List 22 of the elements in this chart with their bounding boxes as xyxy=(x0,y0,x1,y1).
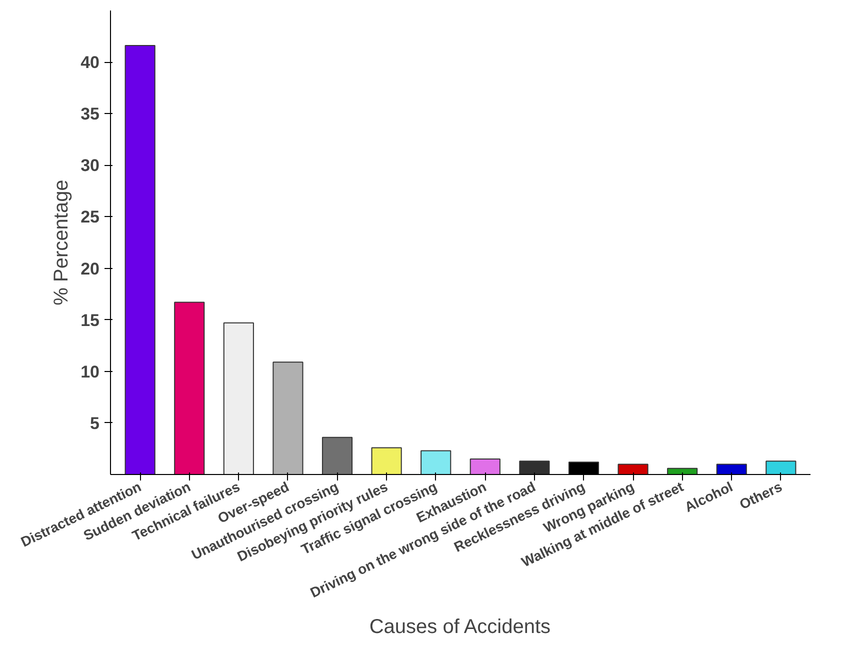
y-tick-label: 15 xyxy=(80,310,100,330)
bar xyxy=(470,458,500,474)
bar xyxy=(272,362,304,474)
y-tick-label: 5 xyxy=(90,414,100,433)
y-tick-label: 30 xyxy=(80,156,100,176)
bar xyxy=(174,302,205,474)
bar xyxy=(322,436,353,474)
bar xyxy=(519,460,550,474)
bar xyxy=(371,447,402,474)
bar xyxy=(420,450,452,474)
y-axis-title: % Percentage xyxy=(50,180,73,306)
bar xyxy=(766,460,796,474)
bar xyxy=(618,464,648,474)
bar xyxy=(223,322,254,474)
y-tick-label: 10 xyxy=(80,362,100,382)
y-tick-label: 35 xyxy=(80,104,100,124)
x-axis-title: Causes of Accidents xyxy=(369,616,551,638)
y-tick-label: 25 xyxy=(80,208,100,227)
bar xyxy=(716,464,747,474)
bar xyxy=(124,45,156,474)
y-tick-label: 20 xyxy=(80,259,100,278)
y-tick-label: 40 xyxy=(80,53,100,72)
